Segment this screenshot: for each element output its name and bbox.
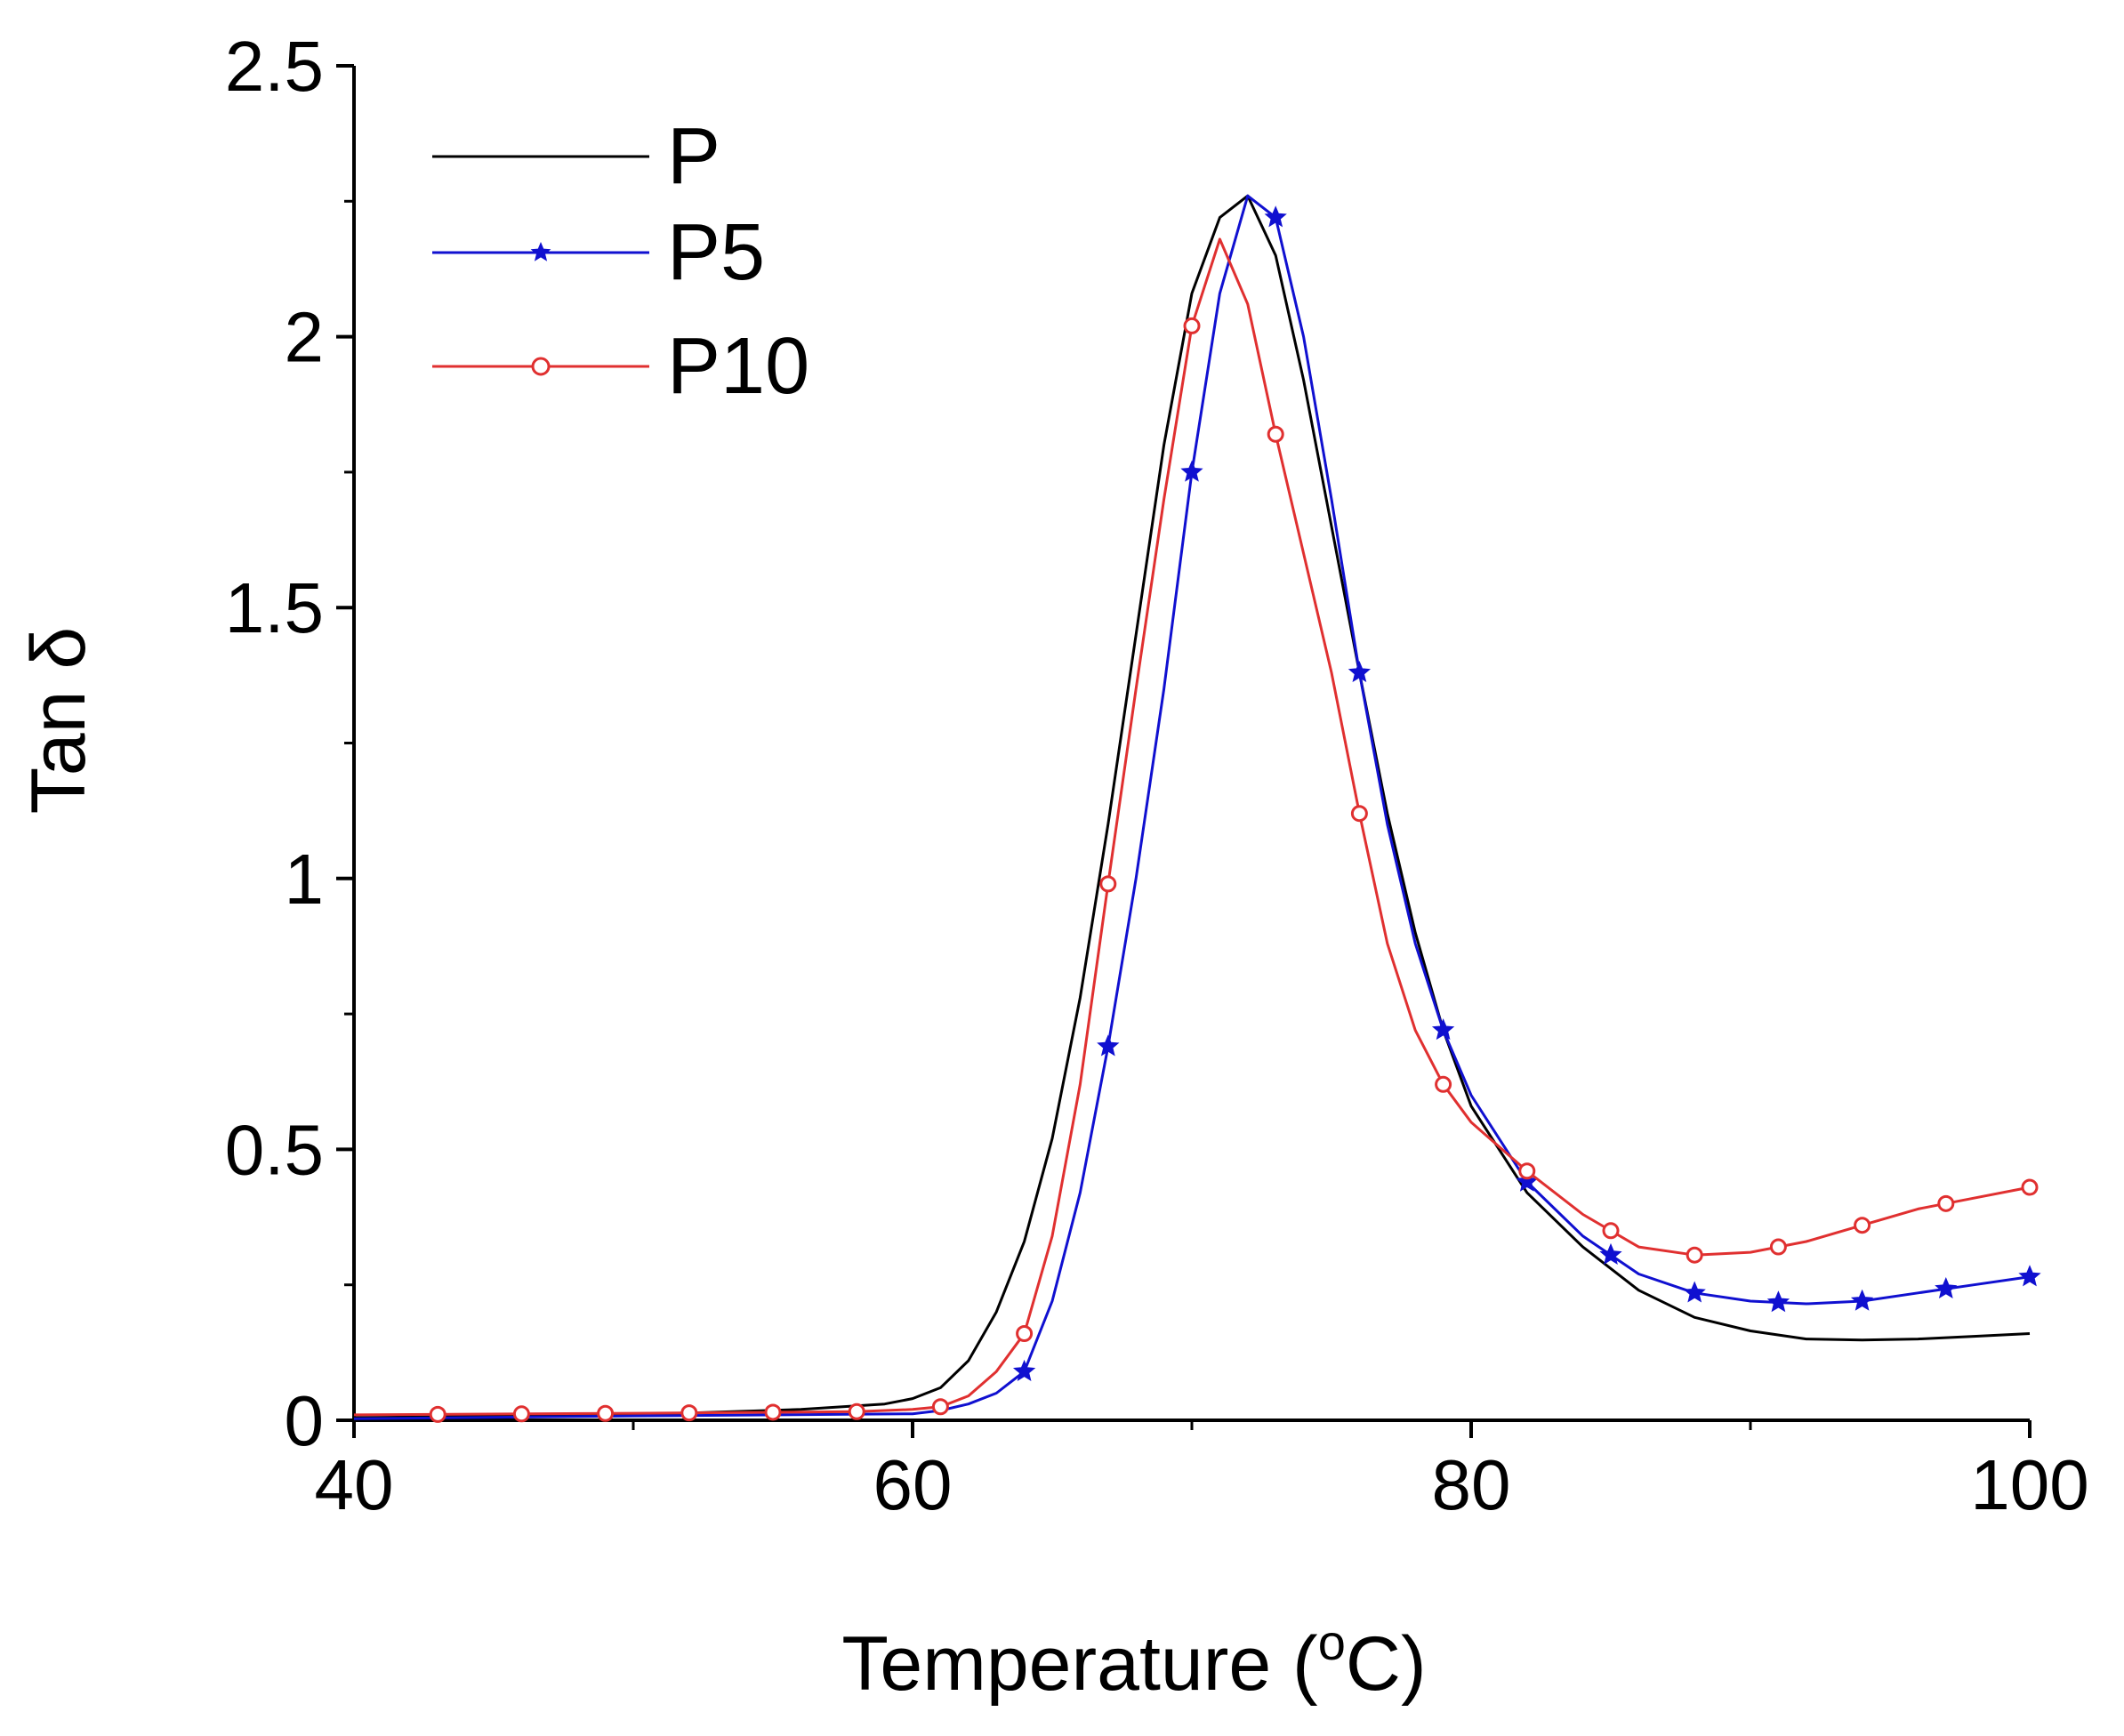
y-tick-label: 2.5 — [225, 27, 324, 106]
series-line-p10 — [353, 237, 2031, 1417]
series-point-p5 — [1097, 1034, 1120, 1057]
series-point-p5 — [2018, 1265, 2041, 1287]
y-tick-label: 1 — [285, 840, 325, 919]
series-point-p10 — [512, 1405, 530, 1423]
series-point-p10 — [764, 1403, 782, 1421]
y-ticks: 0 0.5 1 1.5 2 2.5 — [225, 27, 354, 1460]
series-point-p10 — [2021, 1178, 2039, 1196]
series-point-p5 — [1935, 1277, 1958, 1299]
x-axis-label-main: Temperature ( — [841, 1621, 1318, 1707]
series-point-p10 — [1435, 1075, 1452, 1093]
series-point-p10 — [1937, 1194, 1955, 1212]
y-axis-label: Tan δ — [16, 627, 101, 814]
series-point-p10 — [1518, 1162, 1536, 1180]
legend-marker-p5 — [530, 242, 551, 261]
series-point-p5 — [1683, 1281, 1706, 1303]
y-tick-label: 0.5 — [225, 1110, 324, 1189]
series-point-p10 — [848, 1402, 865, 1420]
series-layer — [353, 194, 2041, 1423]
x-axis-label-end: C) — [1346, 1621, 1427, 1707]
series-point-p5 — [1599, 1242, 1622, 1265]
y-tick-label: 0 — [285, 1381, 325, 1460]
x-tick-label: 100 — [1970, 1445, 2088, 1524]
series-point-p10 — [680, 1404, 698, 1422]
x-axis-label-superscript: o — [1318, 1614, 1346, 1670]
series-point-p10 — [1854, 1217, 1871, 1234]
x-tick-label: 80 — [1432, 1445, 1511, 1524]
legend-label-p10: P10 — [667, 322, 809, 411]
series-point-p5 — [1766, 1290, 1790, 1313]
series-point-p5 — [1431, 1018, 1455, 1041]
series-line-p — [353, 194, 2031, 1419]
series-point-p10 — [1183, 317, 1201, 334]
series-point-p5 — [1012, 1359, 1036, 1381]
legend-marker-p10 — [531, 357, 551, 376]
series-point-p10 — [1686, 1246, 1703, 1264]
legend-label-p5: P5 — [667, 208, 765, 297]
x-tick-label: 40 — [315, 1445, 394, 1524]
series-point-p5 — [1850, 1289, 1874, 1311]
x-tick-label: 60 — [873, 1445, 953, 1524]
x-axis-label: Temperature (oC) — [841, 1614, 1426, 1707]
series-line-p5 — [353, 194, 2031, 1420]
series-point-p10 — [931, 1398, 949, 1416]
series-point-p10 — [1099, 875, 1117, 893]
series-point-p10 — [1267, 425, 1284, 443]
series-point-p10 — [1602, 1222, 1620, 1240]
legend-label-p: P — [667, 112, 720, 201]
x-ticks: 40 60 80 100 — [315, 1420, 2089, 1524]
series-point-p10 — [1016, 1325, 1034, 1343]
legend: P P5 P10 — [432, 112, 809, 411]
y-tick-label: 2 — [285, 298, 325, 377]
series-point-p5 — [1264, 205, 1287, 228]
series-point-p10 — [1769, 1238, 1787, 1256]
y-tick-label: 1.5 — [225, 568, 324, 647]
series-point-p10 — [429, 1405, 447, 1423]
series-point-p10 — [597, 1404, 615, 1422]
series-point-p5 — [1180, 460, 1203, 482]
series-point-p10 — [1350, 805, 1368, 823]
series-point-p5 — [1348, 661, 1372, 683]
